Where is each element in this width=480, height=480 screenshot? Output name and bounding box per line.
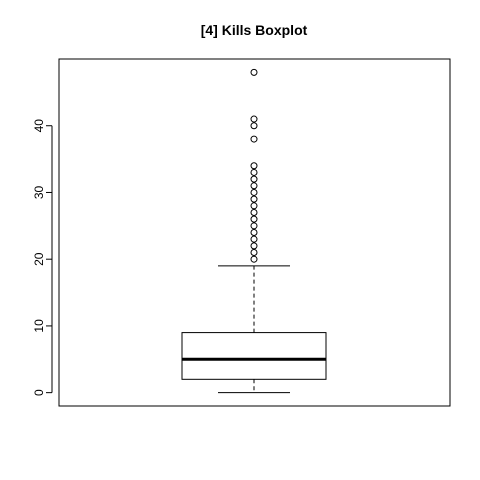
outlier-point bbox=[250, 235, 258, 243]
outlier-point bbox=[250, 255, 258, 263]
outlier-point bbox=[250, 162, 258, 170]
outlier-point bbox=[250, 68, 258, 76]
y-tick-label: 10 bbox=[32, 319, 46, 333]
outlier-point bbox=[250, 195, 258, 203]
outliers bbox=[250, 68, 258, 263]
outlier-point bbox=[250, 182, 258, 190]
y-tick-label: 20 bbox=[32, 252, 46, 266]
y-tick-label: 40 bbox=[32, 119, 46, 133]
outlier-point bbox=[250, 168, 258, 176]
outlier-point bbox=[250, 242, 258, 250]
chart-title: [4] Kills Boxplot bbox=[201, 22, 308, 38]
outlier-point bbox=[250, 175, 258, 183]
y-tick-label: 0 bbox=[32, 389, 46, 396]
outlier-point bbox=[250, 188, 258, 196]
outlier-point bbox=[250, 222, 258, 230]
y-axis: 0 10 20 30 40 bbox=[32, 119, 53, 396]
outlier-point bbox=[250, 135, 258, 143]
outlier-point bbox=[250, 208, 258, 216]
outlier-point bbox=[250, 202, 258, 210]
outlier-point bbox=[250, 229, 258, 236]
iqr-box bbox=[181, 332, 327, 380]
outlier-point bbox=[250, 122, 258, 130]
y-tick-label: 30 bbox=[32, 185, 46, 199]
plot-frame bbox=[58, 58, 451, 407]
outlier-point bbox=[250, 249, 258, 257]
box bbox=[181, 265, 327, 394]
outlier-point bbox=[250, 115, 258, 123]
outlier-point bbox=[250, 215, 258, 223]
